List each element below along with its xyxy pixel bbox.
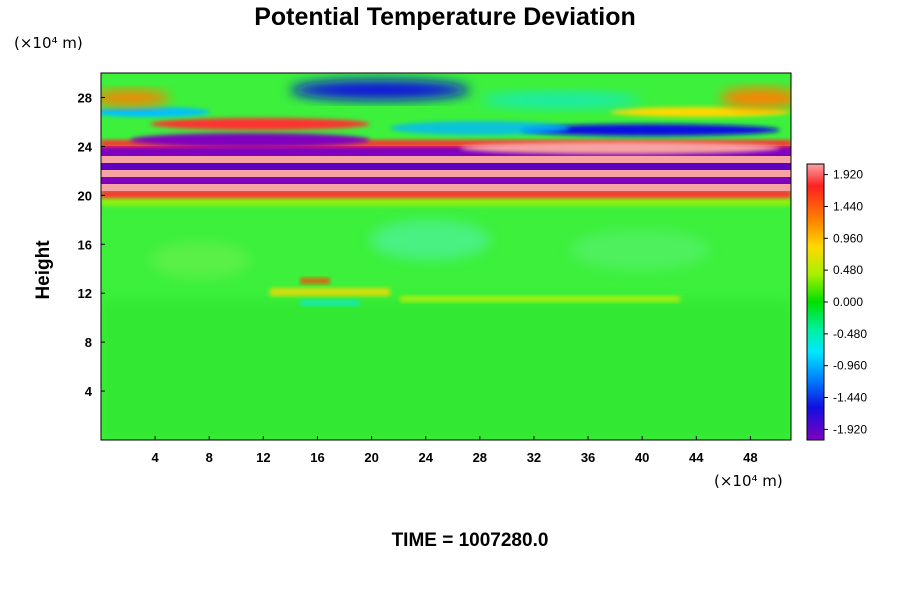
x-tick-label: 28 [473, 450, 487, 465]
x-axis: 4 8 12 16 20 24 28 32 36 40 44 48 [152, 436, 758, 465]
x-tick-label: 32 [527, 450, 541, 465]
time-label: TIME = 1007280.0 [391, 530, 549, 551]
x-tick-label: 44 [689, 450, 704, 465]
colorbar-tick-label: -0.480 [833, 327, 867, 341]
x-tick-label: 20 [364, 450, 378, 465]
x-axis-unit: (×10⁴ m) [714, 472, 783, 490]
y-axis-unit: (×10⁴ m) [14, 34, 83, 52]
y-tick-label: 16 [78, 237, 92, 252]
y-tick-label: 12 [78, 286, 92, 301]
colorbar-tick-label: 0.000 [833, 295, 863, 309]
colorbar-tick-label: 1.920 [833, 168, 863, 182]
y-tick-label: 28 [78, 90, 92, 105]
chart-title: Potential Temperature Deviation [254, 3, 636, 31]
plot-frame [100, 72, 792, 441]
x-tick-label: 16 [310, 450, 324, 465]
x-tick-label: 12 [256, 450, 270, 465]
x-tick-label: 36 [581, 450, 595, 465]
x-tick-label: 4 [152, 450, 160, 465]
colorbar-tick-label: -1.440 [833, 391, 867, 405]
y-tick-label: 4 [85, 384, 93, 399]
x-tick-label: 24 [418, 450, 433, 465]
y-tick-label: 24 [78, 139, 93, 154]
x-tick-label: 48 [743, 450, 757, 465]
x-tick-label: 40 [635, 450, 649, 465]
x-tick-label: 8 [206, 450, 213, 465]
heatmap-field [101, 73, 791, 440]
colorbar-ticks: 1.920 1.440 0.960 0.480 0.000 -0.480 -0.960 -1.… [824, 168, 867, 436]
y-axis: 4 8 12 16 20 24 28 [78, 90, 105, 399]
colorbar-tick-label: 0.960 [833, 231, 863, 245]
y-tick-label: 8 [85, 335, 92, 350]
colorbar-tick-label: -1.920 [833, 422, 867, 436]
colorbar-tick-label: 1.440 [833, 199, 863, 213]
colorbar [806, 163, 825, 441]
colorbar-tick-label: -0.960 [833, 359, 867, 373]
y-tick-label: 20 [78, 188, 92, 203]
colorbar-tick-label: 0.480 [833, 263, 863, 277]
